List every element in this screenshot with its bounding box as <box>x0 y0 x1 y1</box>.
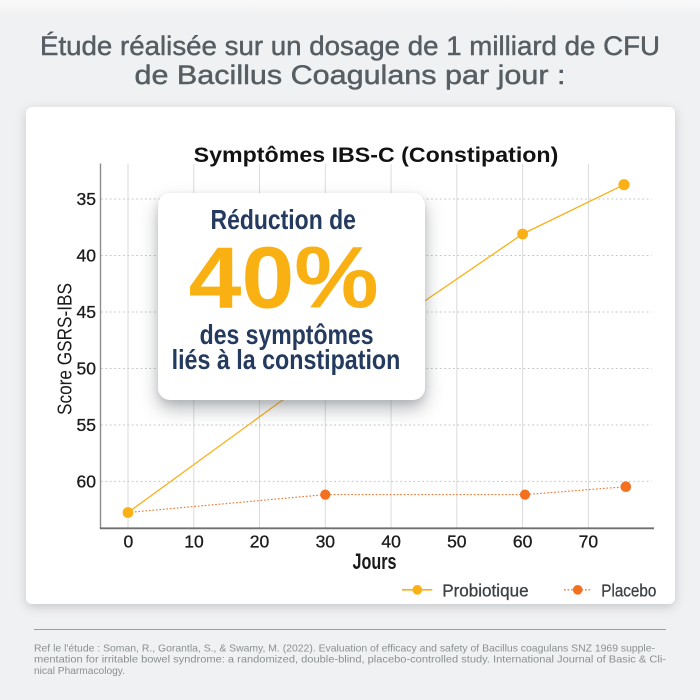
svg-text:liés à la constipation: liés à la constipation <box>172 344 401 375</box>
svg-text:Score GSRS-IBS: Score GSRS-IBS <box>54 283 77 415</box>
svg-text:0: 0 <box>124 532 134 552</box>
svg-text:20: 20 <box>250 532 270 552</box>
svg-text:70: 70 <box>579 532 599 552</box>
svg-text:40%: 40% <box>189 228 379 326</box>
svg-text:Symptômes IBS-C (Constipation): Symptômes IBS-C (Constipation) <box>194 143 559 167</box>
svg-text:Jours: Jours <box>353 549 397 574</box>
svg-text:30: 30 <box>316 532 336 552</box>
svg-text:60: 60 <box>513 532 533 552</box>
svg-text:Étude réalisée sur un dosage d: Étude réalisée sur un dosage de 1 millia… <box>40 31 660 61</box>
svg-text:Réduction de: Réduction de <box>211 204 356 235</box>
svg-text:60: 60 <box>77 471 97 491</box>
svg-text:55: 55 <box>77 415 96 435</box>
svg-text:10: 10 <box>184 532 204 552</box>
svg-text:Placebo: Placebo <box>601 581 656 601</box>
svg-text:des symptômes: des symptômes <box>200 319 374 350</box>
svg-text:50: 50 <box>447 532 467 552</box>
svg-text:35: 35 <box>77 189 96 209</box>
svg-text:40: 40 <box>77 246 97 266</box>
svg-text:50: 50 <box>77 359 97 379</box>
svg-text:45: 45 <box>77 302 96 322</box>
svg-text:Ref le l'étude : Soman, R., Go: Ref le l'étude : Soman, R., Gorantla, S.… <box>34 644 655 655</box>
svg-text:mentation for irritable bowel: mentation for irritable bowel syndrome: … <box>34 655 666 666</box>
svg-text:40: 40 <box>381 532 401 552</box>
svg-text:nical Pharmacology.: nical Pharmacology. <box>34 666 125 677</box>
svg-text:de Bacillus Coagulans par jour: de Bacillus Coagulans par jour : <box>135 60 566 90</box>
svg-text:Probiotique: Probiotique <box>442 581 528 601</box>
